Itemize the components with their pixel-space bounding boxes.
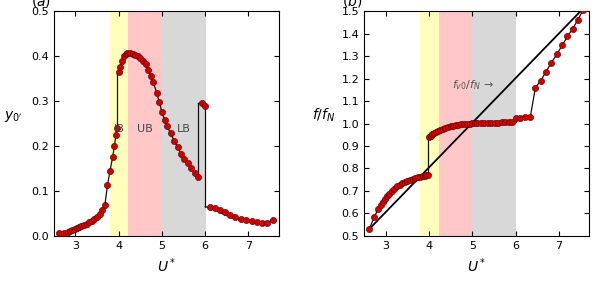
Text: UB: UB bbox=[137, 124, 153, 133]
Y-axis label: $f/f_N$: $f/f_N$ bbox=[312, 106, 335, 124]
Y-axis label: $y_{0'}$: $y_{0'}$ bbox=[4, 108, 23, 124]
Bar bbox=[420, 11, 438, 236]
Text: $(a)$: $(a)$ bbox=[31, 0, 51, 9]
Bar bbox=[472, 11, 517, 236]
Bar bbox=[128, 11, 162, 236]
Text: $f_{v0}/f_N$ →: $f_{v0}/f_N$ → bbox=[451, 78, 493, 92]
Bar bbox=[110, 11, 128, 236]
Text: $(b)$: $(b)$ bbox=[341, 0, 362, 9]
Text: LB: LB bbox=[177, 124, 191, 133]
X-axis label: $U^*$: $U^*$ bbox=[157, 256, 176, 275]
Bar bbox=[438, 11, 472, 236]
Bar bbox=[162, 11, 206, 236]
X-axis label: $U^*$: $U^*$ bbox=[467, 256, 486, 275]
Text: IB: IB bbox=[114, 124, 124, 133]
